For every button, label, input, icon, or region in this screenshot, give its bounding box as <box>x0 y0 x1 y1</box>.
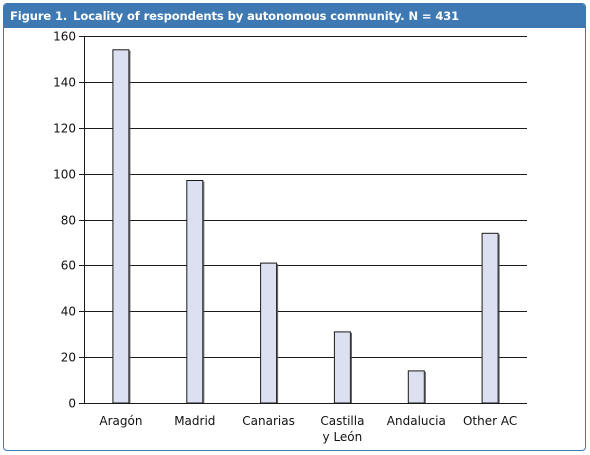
x-category-label: Madrid <box>174 414 215 428</box>
y-tick-label: 160 <box>53 30 76 44</box>
y-tick-label: 40 <box>61 305 76 319</box>
x-category-label: Canarias <box>242 414 295 428</box>
x-category-label: y León <box>323 430 363 444</box>
gridlines <box>84 36 527 358</box>
bar <box>186 180 204 404</box>
bars <box>112 49 500 404</box>
figure-title-bar: Figure 1. Locality of respondents by auto… <box>4 4 585 28</box>
x-category-label: Other AC <box>463 414 517 428</box>
bar <box>481 232 499 404</box>
y-tick-label: 140 <box>53 76 76 90</box>
figure-frame: Figure 1. Locality of respondents by auto… <box>3 3 586 451</box>
bar <box>112 49 130 404</box>
bar <box>333 331 351 404</box>
bar <box>407 370 425 404</box>
x-category-labels: Aragón Madrid Canarias Castilla y León Andalu… <box>99 414 517 444</box>
y-tick-label: 80 <box>61 214 76 228</box>
x-category-label: Castilla <box>320 414 364 428</box>
axes <box>79 36 527 404</box>
x-category-label: Andalucia <box>387 414 446 428</box>
y-tick-labels: 0 20 40 60 80 100 120 140 160 <box>53 30 76 411</box>
bar <box>260 262 278 404</box>
y-tick-label: 20 <box>61 351 76 365</box>
y-tick-label: 0 <box>68 397 76 411</box>
y-tick-label: 100 <box>53 168 76 182</box>
y-tick-label: 120 <box>53 122 76 136</box>
x-category-label: Aragón <box>99 414 142 428</box>
figure-caption: Locality of respondents by autonomous co… <box>73 9 460 23</box>
figure-label: Figure 1. <box>10 9 68 23</box>
y-tick-label: 60 <box>61 259 76 273</box>
